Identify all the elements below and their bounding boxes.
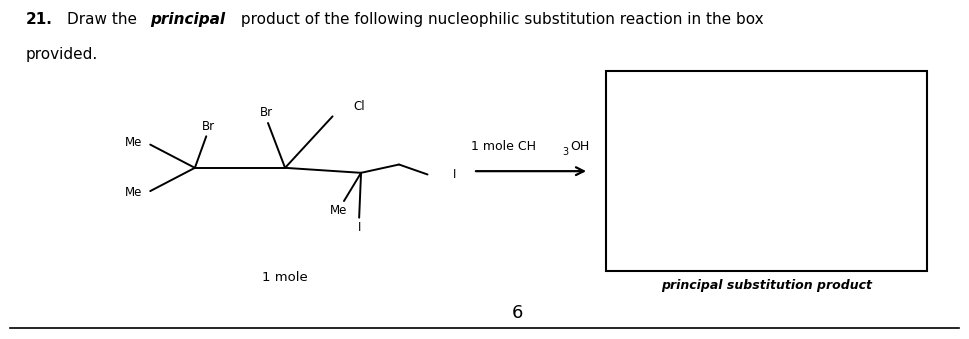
Text: 21.: 21.	[26, 12, 52, 27]
Text: I: I	[453, 168, 456, 181]
Text: Cl: Cl	[354, 100, 365, 113]
Text: Me: Me	[125, 186, 142, 199]
Text: provided.: provided.	[26, 46, 98, 62]
Text: product of the following nucleophilic substitution reaction in the box: product of the following nucleophilic su…	[235, 12, 764, 27]
Text: 6: 6	[512, 304, 523, 322]
Text: 3: 3	[562, 147, 569, 157]
Text: 1 mole: 1 mole	[263, 271, 308, 284]
Text: Me: Me	[329, 204, 347, 217]
Text: Br: Br	[202, 120, 215, 133]
Text: principal substitution product: principal substitution product	[661, 279, 872, 292]
Text: OH: OH	[570, 140, 589, 153]
Text: principal: principal	[150, 12, 226, 27]
Bar	[606, 72, 927, 271]
Text: Br: Br	[260, 106, 272, 119]
Text: I: I	[358, 221, 360, 234]
Text: 1 mole CH: 1 mole CH	[471, 140, 536, 153]
Text: Me: Me	[125, 136, 142, 149]
Text: Draw the: Draw the	[67, 12, 141, 27]
